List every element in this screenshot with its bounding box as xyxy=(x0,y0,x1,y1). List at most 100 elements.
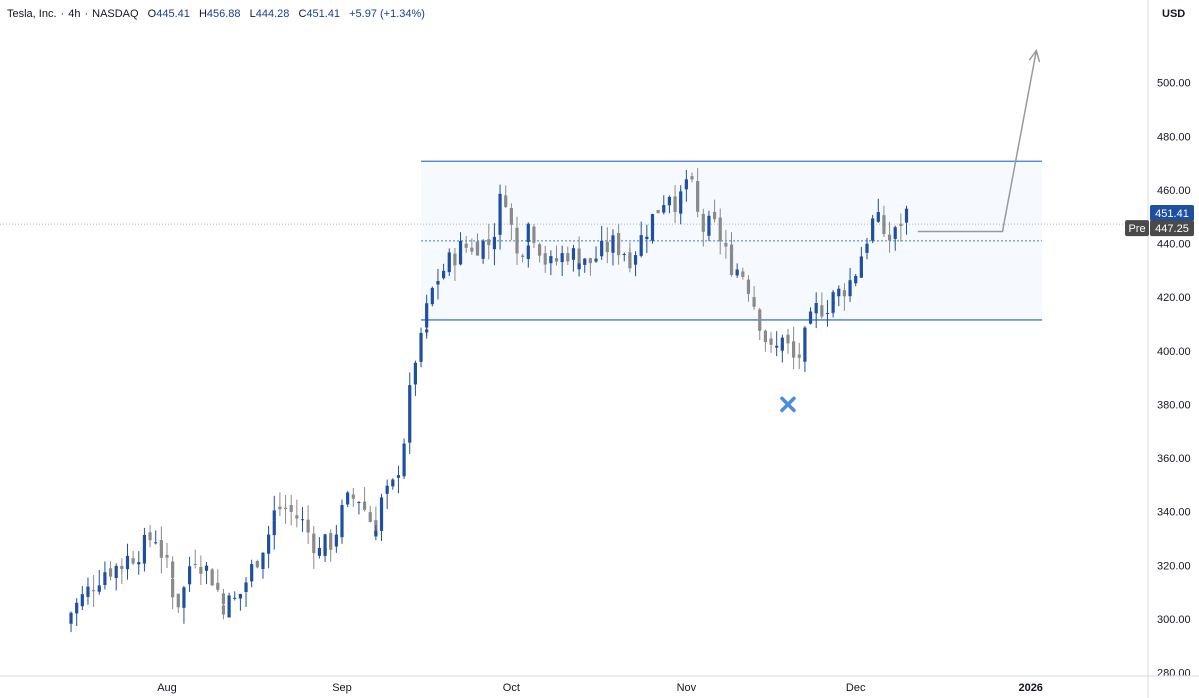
candle-body xyxy=(351,494,355,499)
candle-body xyxy=(391,479,395,487)
candle-body xyxy=(210,569,214,586)
pre-tag xyxy=(1125,220,1149,237)
candle-body xyxy=(442,270,446,279)
candle-body xyxy=(808,311,813,324)
candle-body xyxy=(526,223,530,243)
x-marker-stroke-b xyxy=(780,396,796,413)
candle-body xyxy=(323,534,327,556)
candle-body xyxy=(272,510,276,521)
candle-body xyxy=(464,243,468,248)
close-value: 451.41 xyxy=(306,8,341,20)
candle-body xyxy=(357,502,361,504)
candle-body xyxy=(385,485,389,494)
candle-body xyxy=(487,239,491,246)
symbol-header: Tesla, Inc. · 4h · NASDAQ O445.41 H456.88 L4… xyxy=(7,8,425,20)
y-tick-label: 420.00 xyxy=(1157,292,1191,304)
candle-body xyxy=(814,302,818,314)
candle-body xyxy=(334,534,338,547)
candle-body xyxy=(679,191,683,204)
y-tick-label: 440.00 xyxy=(1157,239,1191,251)
candle-body xyxy=(97,585,101,592)
x-tick-label: Dec xyxy=(846,682,866,694)
candle-body xyxy=(283,507,288,510)
candle-body xyxy=(662,205,666,213)
price-axis: 280.00 300.00 320.00 340.00 360.00 380.00 400.… xyxy=(1125,0,1194,698)
candle-body xyxy=(543,253,547,265)
candle-body xyxy=(255,560,259,568)
candle-body xyxy=(724,242,728,247)
currency-label[interactable]: USD xyxy=(1162,8,1186,20)
candle-body xyxy=(475,241,480,256)
candle-body xyxy=(617,232,621,256)
interval[interactable]: 4h xyxy=(68,8,81,20)
candle-body xyxy=(108,568,113,577)
candle-body xyxy=(605,241,609,253)
projection-arrowhead xyxy=(1028,48,1041,63)
candle-body xyxy=(831,292,835,305)
open-label: O xyxy=(147,8,157,20)
candle-body xyxy=(103,572,107,585)
candle-body xyxy=(690,176,694,180)
symbol-name[interactable]: Tesla, Inc. xyxy=(7,8,57,20)
candle-body xyxy=(882,223,886,234)
candle-body xyxy=(588,258,592,264)
candle-body xyxy=(131,558,135,564)
candle-body xyxy=(718,217,722,242)
candle-body xyxy=(447,252,451,273)
candle-body xyxy=(712,211,717,220)
candle-body xyxy=(470,247,474,252)
y-tick-label: 380.00 xyxy=(1157,399,1191,411)
x-tick-label: Oct xyxy=(503,682,520,694)
candle-body xyxy=(509,208,513,225)
candle-body xyxy=(859,256,863,278)
candle-body xyxy=(368,512,372,522)
candle-body xyxy=(600,240,604,257)
candle-body xyxy=(837,288,841,297)
candle-body xyxy=(165,554,169,558)
candle-body xyxy=(340,505,344,538)
close-label: C xyxy=(298,8,307,20)
candle-body xyxy=(792,341,796,358)
candle-body xyxy=(137,562,141,565)
exchange: NASDAQ xyxy=(92,8,139,20)
candle-body xyxy=(696,181,700,212)
candle-body xyxy=(775,345,779,348)
candle-body xyxy=(458,240,463,265)
candle-body xyxy=(504,195,508,208)
candle-body xyxy=(402,443,406,477)
candle-body xyxy=(379,497,384,531)
last-price-tag xyxy=(1150,204,1194,221)
low-value: 444.28 xyxy=(255,8,290,20)
candle-body xyxy=(758,309,762,331)
candle-body xyxy=(261,552,265,569)
x-tick-label: Aug xyxy=(157,682,177,694)
candle-body xyxy=(396,475,401,478)
candle-body xyxy=(346,492,350,505)
low-label: L xyxy=(249,8,256,20)
candle-body xyxy=(848,280,852,297)
candle-body xyxy=(436,281,440,285)
candle-body xyxy=(729,248,734,275)
candle-body xyxy=(492,236,497,250)
candle-body xyxy=(887,234,892,241)
candle-body xyxy=(317,548,322,556)
candle-body xyxy=(577,263,581,270)
candle-body xyxy=(278,506,282,510)
candle-body xyxy=(893,227,897,239)
candle-body xyxy=(148,532,152,541)
time-axis: Aug Sep Oct Nov Dec 2026 xyxy=(0,675,1199,694)
candle-body xyxy=(419,332,423,362)
candle-body xyxy=(842,290,847,297)
candle-body xyxy=(526,245,530,260)
candle-body xyxy=(825,313,830,315)
candle-body xyxy=(300,519,305,521)
projection-arrow xyxy=(917,50,1038,233)
candle-body xyxy=(227,595,231,618)
change-value: +5.97 (+1.34%) xyxy=(349,8,425,20)
candle-body xyxy=(120,565,124,569)
candle-body xyxy=(238,593,242,599)
candle-body xyxy=(204,565,209,571)
candle-body xyxy=(537,244,542,256)
candle-body xyxy=(780,337,784,350)
